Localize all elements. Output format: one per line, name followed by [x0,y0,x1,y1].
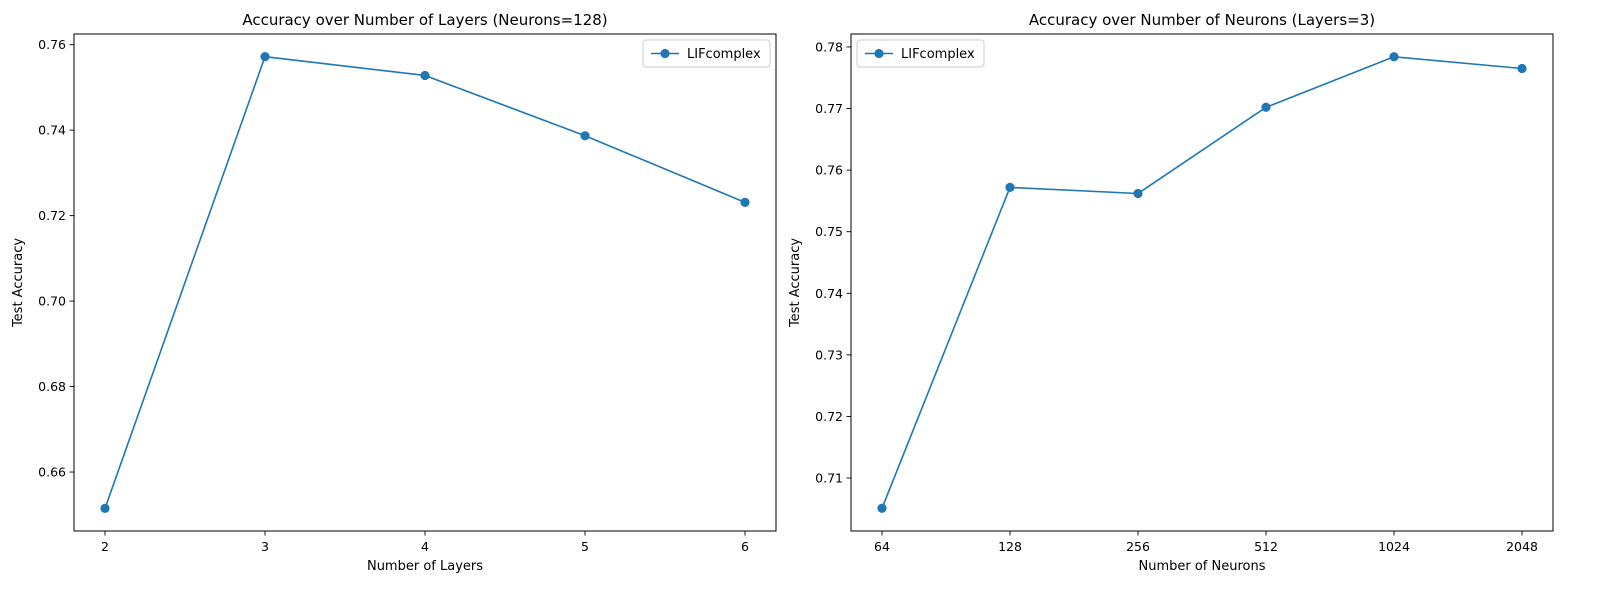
data-point [1517,63,1527,74]
y-tick-label: 0.66 [38,465,66,480]
y-tick-label: 0.72 [815,409,843,424]
y-axis-label: Test Accuracy [788,238,803,328]
x-tick-label: 4 [421,539,429,554]
data-point [1389,52,1399,62]
chart-layers: Accuracy over Number of Layers (Neurons=… [11,11,777,574]
data-point [1005,182,1015,192]
x-tick-label: 512 [1254,539,1278,554]
y-tick-label: 0.74 [38,123,66,138]
legend-marker [874,48,884,59]
y-tick-label: 0.68 [38,379,66,394]
data-point [877,503,887,513]
y-tick-label: 0.70 [38,294,66,309]
chart-title: Accuracy over Number of Layers (Neurons=… [242,11,607,29]
x-tick-label: 2 [101,539,109,554]
x-tick-label: 256 [1126,539,1150,554]
y-tick-label: 0.76 [38,37,66,52]
x-tick-label: 5 [581,539,589,554]
legend-label: LIFcomplex [901,47,975,62]
x-tick-label: 3 [261,539,269,554]
axes-frame [73,33,777,532]
x-tick-label: 64 [874,539,890,554]
x-tick-label: 1024 [1378,539,1410,554]
legend: LIFcomplex [642,39,771,68]
y-axis-label: Test Accuracy [11,238,26,328]
legend: LIFcomplex [856,39,985,68]
x-tick-label: 2048 [1506,539,1538,554]
y-tick-label: 0.71 [815,471,843,486]
data-point [260,52,270,62]
y-tick-label: 0.74 [815,286,843,301]
data-point [580,131,590,141]
x-tick-label: 6 [741,539,749,554]
y-tick-label: 0.78 [815,39,843,54]
axes-frame [850,33,1554,532]
chart-neurons: Accuracy over Number of Neurons (Layers=… [788,11,1554,574]
x-tick-label: 128 [998,539,1022,554]
y-tick-label: 0.73 [815,347,843,362]
y-tick-label: 0.76 [815,163,843,178]
chart-title: Accuracy over Number of Neurons (Layers=… [1029,11,1375,29]
data-point [740,197,750,207]
legend-label: LIFcomplex [687,47,761,62]
legend-box [856,39,985,68]
series-line [881,55,1523,509]
legend-marker [660,48,670,59]
data-point [420,70,430,81]
y-tick-label: 0.75 [815,224,843,239]
x-axis-label: Number of Neurons [1138,559,1265,574]
y-tick-label: 0.77 [815,101,843,116]
legend-box [642,39,771,68]
data-point [1261,102,1271,112]
x-axis-label: Number of Layers [367,559,483,574]
y-tick-label: 0.72 [38,208,66,223]
data-point [100,503,110,513]
data-point [1133,188,1143,199]
series-line [104,55,746,509]
